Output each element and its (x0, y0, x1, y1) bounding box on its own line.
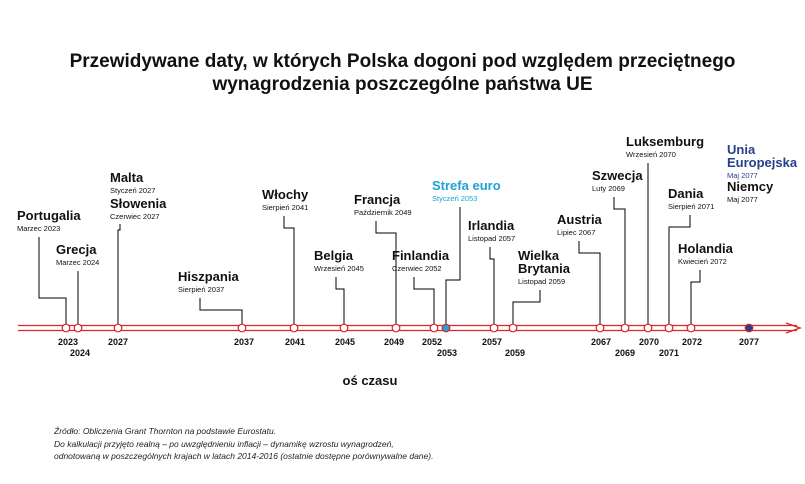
tick-label: 2052 (422, 337, 442, 347)
leader-line (578, 241, 601, 324)
event-marker (61, 323, 71, 333)
tick-label: 2067 (591, 337, 611, 347)
leader-line (489, 247, 495, 324)
country-label: Hiszpania (178, 269, 239, 284)
leader-line (335, 277, 345, 324)
country-label: Szwecja (592, 168, 643, 183)
event-marker (73, 323, 83, 333)
event-marker (508, 323, 518, 333)
date-label: Styczeń 2053 (432, 194, 477, 203)
event-marker (391, 323, 401, 333)
leader-line (512, 290, 541, 324)
event-marker (113, 323, 123, 333)
date-label: Sierpień 2071 (668, 202, 714, 211)
source-line: odnotowaną w poszczególnych krajach w la… (54, 451, 434, 461)
country-label: Grecja (56, 242, 97, 257)
country-label: Europejska (727, 155, 798, 170)
country-label: Strefa euro (432, 178, 501, 193)
date-label: Luty 2069 (592, 184, 625, 193)
country-label: Portugalia (17, 208, 81, 223)
event-marker (289, 323, 299, 333)
leader-line (668, 215, 691, 324)
country-label: Słowenia (110, 196, 167, 211)
source-line: Źródło: Obliczenia Grant Thornton na pod… (54, 426, 277, 436)
tick-label: 2037 (234, 337, 254, 347)
date-label: Sierpień 2041 (262, 203, 308, 212)
tick-label: 2053 (437, 348, 457, 358)
leader-line (38, 237, 67, 324)
tick-label: 2045 (335, 337, 355, 347)
country-label: Austria (557, 212, 603, 227)
tick-label: 2057 (482, 337, 502, 347)
source-line: Do kalkulacji przyjęto realną – po uwzgl… (54, 438, 394, 449)
event-marker (686, 323, 696, 333)
date-label: Lipiec 2067 (557, 228, 595, 237)
country-label: Irlandia (468, 218, 515, 233)
tick-label: 2023 (58, 337, 78, 347)
leader-line (375, 221, 397, 324)
date-label: Czerwiec 2027 (110, 212, 160, 221)
date-label: Sierpień 2037 (178, 285, 224, 294)
tick-label: 2070 (639, 337, 659, 347)
tick-label: 2024 (70, 348, 90, 358)
event-marker (664, 323, 674, 333)
event-marker (429, 323, 439, 333)
chart-title: Przewidywane daty, w których Polska dogo… (69, 51, 736, 95)
country-label: Dania (668, 186, 704, 201)
date-label: Marzec 2024 (56, 258, 99, 267)
date-label: Maj 2077 (727, 171, 758, 180)
leader-line (413, 277, 435, 324)
date-label: Marzec 2023 (17, 224, 60, 233)
event-marker (595, 323, 605, 333)
tick-label: 2071 (659, 348, 679, 358)
leader-line (117, 224, 121, 324)
event-marker (620, 323, 630, 333)
date-label: Listopad 2059 (518, 277, 565, 286)
leader-line (690, 270, 701, 324)
tick-label: 2041 (285, 337, 305, 347)
leader-line (283, 216, 295, 324)
date-label: Czerwiec 2052 (392, 264, 442, 273)
source-note: Źródło: Obliczenia Grant Thornton na pod… (54, 425, 433, 463)
event-marker (237, 323, 247, 333)
event-marker (339, 323, 349, 333)
tick-label: 2049 (384, 337, 404, 347)
tick-label: 2059 (505, 348, 525, 358)
country-label: Finlandia (392, 248, 450, 263)
country-label: Wielka (518, 248, 560, 263)
date-label: Wrzesień 2045 (314, 264, 364, 273)
leader-line (613, 197, 626, 324)
date-label: Styczeń 2027 (110, 186, 155, 195)
tick-label: 2027 (108, 337, 128, 347)
date-label: Listopad 2057 (468, 234, 515, 243)
tick-label: 2077 (739, 337, 759, 347)
country-label: Francja (354, 192, 401, 207)
date-label: Wrzesień 2070 (626, 150, 676, 159)
axis-arrow (785, 322, 802, 334)
event-marker (744, 323, 754, 333)
leader-line (199, 298, 243, 324)
date-label: Październik 2049 (354, 208, 412, 217)
country-label: Włochy (262, 187, 309, 202)
date-label: Kwiecień 2072 (678, 257, 727, 266)
country-label: Brytania (518, 261, 571, 276)
country-label: Unia (727, 142, 756, 157)
event-marker (441, 323, 451, 333)
event-marker (489, 323, 499, 333)
country-label: Belgia (314, 248, 354, 263)
axis-title: oś czasu (342, 373, 398, 388)
leader-line (445, 207, 461, 324)
tick-label: 2069 (615, 348, 635, 358)
date-label: Maj 2077 (727, 195, 758, 204)
country-label: Luksemburg (626, 134, 704, 149)
country-label: Malta (110, 170, 144, 185)
tick-label: 2072 (682, 337, 702, 347)
event-marker (643, 323, 653, 333)
country-label: Niemcy (727, 179, 774, 194)
country-label: Holandia (678, 241, 734, 256)
